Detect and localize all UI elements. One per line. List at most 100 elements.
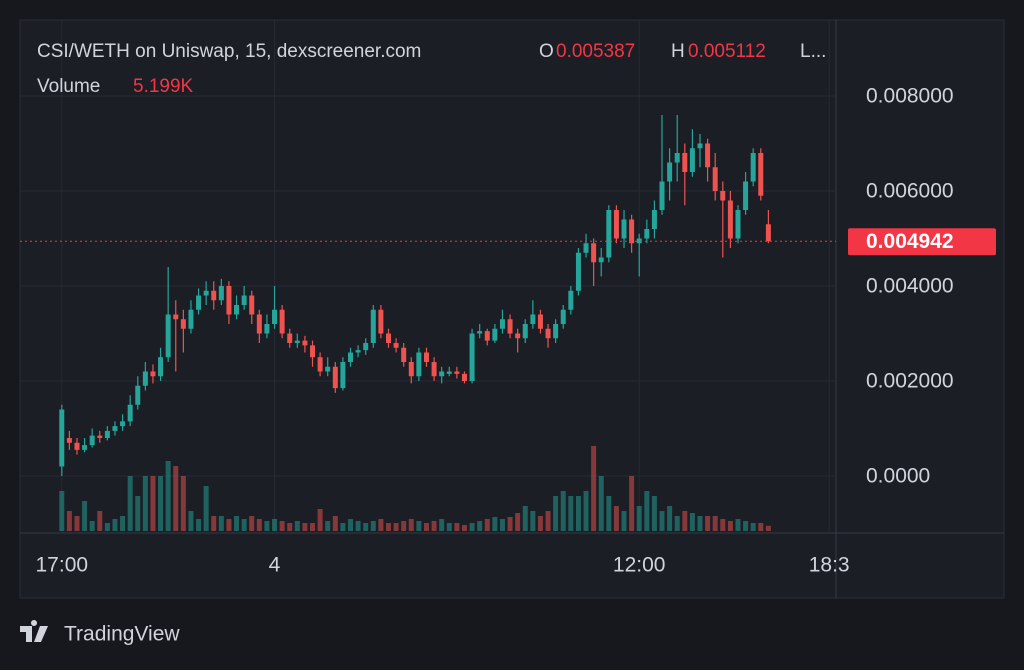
volume-bar (651, 496, 657, 531)
volume-bar (758, 523, 764, 531)
candle-body (606, 210, 612, 258)
candle-body (689, 148, 695, 172)
volume-bar (89, 521, 95, 531)
volume-bar (667, 506, 673, 531)
volume-bar (256, 519, 262, 531)
candle-body (279, 309, 285, 334)
volume-bar (317, 509, 323, 531)
volume-bar (234, 516, 240, 531)
candle-body (705, 143, 711, 168)
volume-bar (401, 521, 407, 531)
volume-bar (629, 476, 635, 531)
candle-body (735, 210, 741, 239)
candle-body (560, 309, 566, 324)
candle-body (150, 371, 156, 377)
candle-body (294, 340, 300, 343)
volume-bar (112, 519, 118, 531)
volume-bar (598, 476, 604, 531)
candle-body (537, 314, 543, 329)
high-label: H (671, 41, 685, 62)
volume-bar (697, 516, 703, 531)
candle-body (104, 430, 110, 438)
last-price-box (848, 228, 996, 256)
volume-bar (173, 466, 179, 531)
candle-body (393, 343, 399, 348)
volume-bar (477, 521, 483, 531)
candle-body (272, 309, 278, 324)
volume-bar (431, 521, 437, 531)
volume-bar (97, 511, 103, 531)
y-tick-label: 0.004000 (866, 275, 954, 298)
candle-body (127, 404, 133, 422)
volume-bar (727, 521, 733, 531)
volume-bar (264, 521, 270, 531)
volume-bar (613, 506, 619, 531)
candle-body (234, 305, 240, 315)
x-tick-label: 17:00 (36, 554, 89, 577)
candle-body (249, 295, 255, 315)
candle-body (89, 435, 95, 446)
candle-body (492, 328, 498, 341)
candle-body (446, 371, 452, 374)
candle-body (553, 324, 559, 339)
candle-body (408, 362, 414, 377)
candle-body (370, 309, 376, 343)
candle-body (583, 243, 589, 253)
candle-body (332, 366, 338, 389)
volume-bar (127, 476, 133, 531)
volume-bar (735, 519, 741, 531)
candle-body (469, 333, 475, 381)
candle-body (651, 210, 657, 229)
volume-bar (165, 461, 171, 531)
volume-bar (705, 516, 711, 531)
candle-body (355, 350, 361, 353)
volume-bar (211, 516, 217, 531)
candle-body (165, 314, 171, 358)
volume-bar (469, 523, 475, 531)
volume-bar (241, 519, 247, 531)
candle-body (416, 352, 422, 377)
volume-bar (59, 491, 65, 531)
candle-body (256, 314, 262, 334)
candle-body (188, 309, 194, 329)
volume-bar (454, 523, 460, 531)
volume-bar (499, 519, 505, 531)
volume-bar (325, 521, 331, 531)
brand: TradingView (64, 623, 180, 646)
volume-bar (522, 506, 528, 531)
candle-body (385, 333, 391, 343)
candle-body (423, 352, 429, 362)
candle-body (461, 373, 467, 381)
volume-bar (66, 511, 72, 531)
candle-body (287, 333, 293, 343)
candle-body (112, 426, 118, 431)
candle-body (158, 357, 164, 377)
volume-bar (507, 517, 513, 531)
volume-bar (583, 491, 589, 531)
volume-bar (674, 516, 680, 531)
volume-bar (348, 519, 354, 531)
volume-bar (287, 523, 293, 531)
candle-body (765, 224, 771, 242)
x-axis: 17:00 4 12:00 18:3 (36, 554, 850, 577)
volume-bar (621, 511, 627, 531)
volume-bar (644, 491, 650, 531)
candle-body (545, 328, 551, 339)
volume-bar (142, 476, 148, 531)
logo (20, 619, 48, 642)
volume-bar (484, 519, 490, 531)
volume-bar (332, 516, 338, 531)
candle-body (659, 181, 665, 210)
volume-bar (279, 521, 285, 531)
candle-body (241, 295, 247, 305)
x-tick-label: 12:00 (613, 554, 666, 577)
candle-body (74, 442, 80, 450)
y-tick-label: 0.008000 (866, 85, 954, 108)
candle-body (180, 319, 186, 329)
volume-bar (423, 523, 429, 531)
volume-bar (104, 523, 110, 531)
volume-bar (750, 523, 756, 531)
volume-bar (575, 496, 581, 531)
volume-bar (218, 516, 224, 531)
y-tick-label: 0.006000 (866, 180, 954, 203)
